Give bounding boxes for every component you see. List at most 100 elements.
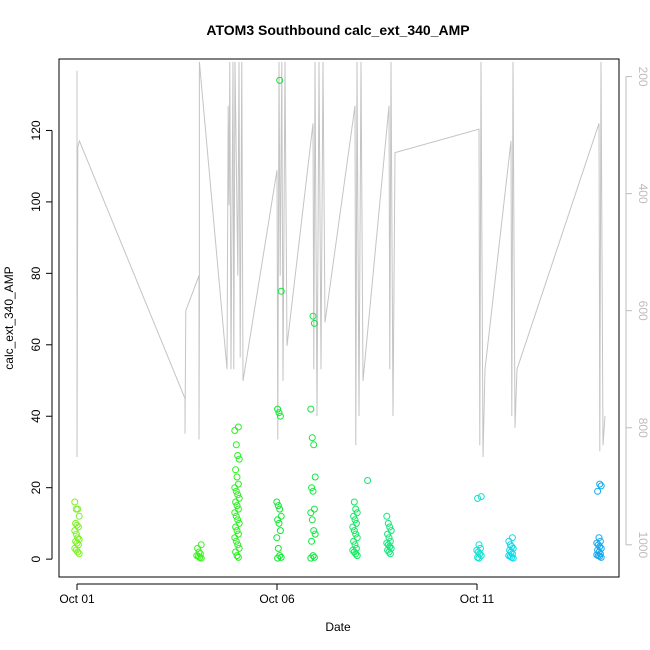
data-point: [350, 498, 358, 506]
data-point: [311, 530, 319, 538]
data-point: [509, 544, 517, 552]
data-point: [507, 548, 515, 556]
data-point: [596, 543, 604, 551]
depth-profile: [76, 61, 606, 458]
data-point: [273, 498, 281, 506]
plot-area: [58, 58, 620, 578]
data-point: [232, 441, 240, 449]
data-point: [197, 541, 205, 549]
data-point: [75, 550, 83, 558]
data-point: [309, 487, 317, 495]
data-point: [232, 512, 240, 520]
data-point: [276, 527, 284, 535]
data-point: [310, 441, 318, 449]
data-point: [476, 550, 484, 558]
data-point: [274, 544, 282, 552]
data-point: [352, 530, 360, 538]
data-point: [232, 498, 240, 506]
data-point: [234, 541, 242, 549]
y-axis: 0 20 40 60 80 100 120: [29, 120, 53, 562]
data-point: [74, 534, 82, 542]
data-point: [232, 537, 240, 545]
data-point: [234, 530, 242, 538]
data-point: [194, 544, 202, 552]
data-point: [231, 427, 239, 434]
y2-tick-label: 200: [636, 67, 650, 87]
data-point: [276, 505, 284, 513]
data-point: [310, 527, 318, 535]
data-point: [509, 554, 517, 562]
data-point: [71, 527, 79, 535]
y-tick-label: 100: [29, 192, 43, 212]
data-point: [234, 505, 242, 513]
data-point: [353, 552, 361, 560]
x-axis: Oct 01 Oct 06 Oct 11: [59, 583, 495, 606]
x-tick-label: Oct 06: [259, 592, 295, 606]
data-point: [505, 537, 513, 545]
data-point: [74, 523, 82, 531]
data-point: [232, 487, 240, 495]
data-point: [308, 537, 316, 545]
data-point: [274, 502, 282, 510]
x-tick-label: Oct 01: [59, 592, 95, 606]
data-point: [475, 554, 483, 562]
data-point: [364, 477, 372, 484]
data-point: [275, 409, 283, 417]
data-point: [234, 452, 242, 459]
data-point: [273, 534, 281, 542]
data-point: [596, 552, 604, 560]
data-point: [387, 544, 395, 552]
y-tick-label: 60: [29, 338, 43, 352]
data-point: [307, 405, 315, 413]
chart-title: ATOM3 Southbound calc_ext_340_AMP: [206, 22, 469, 38]
plot-border: [58, 58, 620, 578]
data-point: [231, 534, 239, 542]
data-point: [75, 512, 83, 520]
data-point: [234, 423, 242, 431]
data-point: [74, 505, 82, 513]
data-point: [386, 537, 394, 545]
x-axis-label: Date: [325, 620, 351, 634]
data-point: [508, 534, 516, 542]
data-point: [597, 482, 605, 490]
data-point: [386, 543, 394, 551]
data-point: [232, 466, 240, 474]
y-tick-label: 0: [29, 555, 43, 562]
y2-tick-label: 800: [636, 418, 650, 438]
y-tick-label: 120: [29, 120, 43, 140]
data-point: [352, 550, 360, 558]
data-point: [234, 553, 242, 561]
data-point: [387, 527, 395, 535]
data-point: [383, 512, 391, 520]
data-point: [233, 502, 241, 510]
data-point: [508, 543, 516, 551]
data-point: [350, 537, 358, 545]
data-point: [276, 76, 284, 84]
data-point: [352, 544, 360, 552]
data-point: [477, 493, 485, 501]
data-point: [197, 554, 205, 562]
data-point: [353, 534, 361, 542]
y2-tick-label: 400: [636, 184, 650, 204]
data-point: [351, 516, 359, 524]
data-point: [350, 527, 358, 535]
data-point: [352, 519, 360, 527]
data-points: [71, 76, 605, 562]
data-point: [308, 516, 316, 524]
data-point: [276, 412, 284, 420]
data-point: [275, 519, 283, 527]
y2-tick-label: 600: [636, 301, 650, 321]
data-point: [75, 536, 83, 543]
data-point: [232, 523, 240, 531]
data-point: [594, 487, 602, 495]
data-point: [474, 494, 482, 502]
data-point: [385, 548, 393, 556]
data-point: [310, 553, 318, 561]
data-point: [195, 548, 203, 556]
data-point: [232, 548, 240, 556]
data-point: [235, 519, 243, 527]
data-point: [309, 312, 317, 320]
data-point: [274, 405, 282, 413]
y-tick-label: 40: [29, 409, 43, 423]
